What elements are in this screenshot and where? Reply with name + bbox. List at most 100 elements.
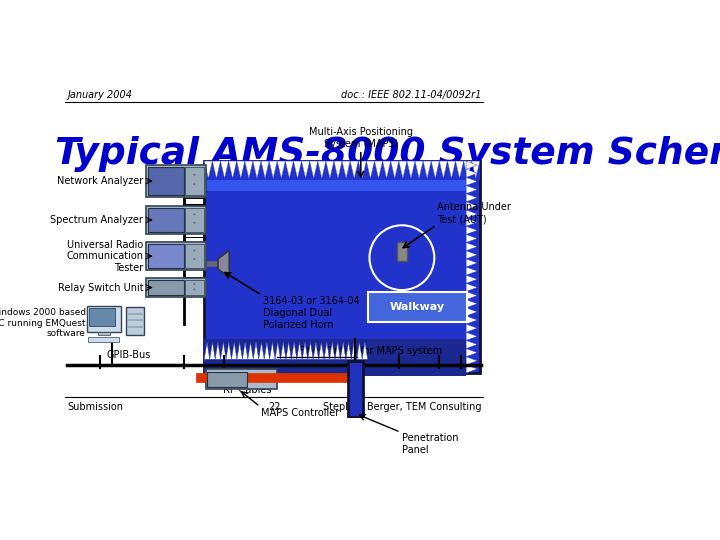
Polygon shape [359,161,366,179]
Polygon shape [285,161,294,179]
Polygon shape [423,161,431,179]
Polygon shape [439,161,447,179]
Polygon shape [366,161,374,179]
Polygon shape [466,308,477,316]
Text: Antenna Under
Test (AUT): Antenna Under Test (AUT) [438,202,511,224]
Polygon shape [423,161,431,179]
Text: GPIB-Bus: GPIB-Bus [107,350,150,360]
Bar [146,278,205,297]
Text: Network Analyzer: Network Analyzer [57,176,143,186]
Polygon shape [212,161,220,179]
Polygon shape [466,259,477,267]
Polygon shape [297,342,302,359]
Polygon shape [220,342,226,359]
Polygon shape [351,342,356,359]
Polygon shape [466,316,477,324]
Bar [204,339,466,376]
Polygon shape [382,161,391,179]
Polygon shape [431,161,439,179]
Circle shape [194,283,195,285]
Polygon shape [415,161,423,179]
Polygon shape [447,161,456,179]
Polygon shape [407,161,415,179]
Bar [204,180,466,191]
Circle shape [194,222,195,224]
Polygon shape [330,342,335,359]
Polygon shape [310,161,318,179]
Polygon shape [366,161,374,179]
Polygon shape [204,161,212,179]
Polygon shape [215,342,220,359]
Bar [89,337,120,342]
Polygon shape [232,342,237,359]
Text: Windows 2000 based
PC running EMQuest
software: Windows 2000 based PC running EMQuest so… [0,308,86,338]
Polygon shape [466,242,477,251]
Polygon shape [228,161,237,179]
Polygon shape [399,161,407,179]
Bar [126,307,145,335]
Polygon shape [245,161,253,179]
Polygon shape [431,161,439,179]
Polygon shape [218,250,229,278]
Text: Stephen Berger, TEM Consulting: Stephen Berger, TEM Consulting [323,402,481,411]
Bar [148,280,184,295]
Polygon shape [391,161,399,179]
Polygon shape [334,161,342,179]
Polygon shape [326,161,334,179]
Polygon shape [362,342,368,359]
Polygon shape [212,161,220,179]
Text: MAPS Controller: MAPS Controller [261,408,340,418]
Polygon shape [466,177,477,186]
Polygon shape [350,161,359,179]
Text: RF Cables: RF Cables [223,386,271,395]
Text: Submission: Submission [67,402,123,411]
Bar [207,372,247,387]
Polygon shape [374,161,382,179]
Polygon shape [294,161,302,179]
Polygon shape [258,342,264,359]
Text: Walkway: Walkway [390,302,445,312]
Bar [185,167,204,195]
Bar [148,244,184,268]
Polygon shape [324,342,330,359]
Polygon shape [226,342,232,359]
Polygon shape [466,251,477,259]
Bar [185,280,204,295]
Polygon shape [466,324,477,332]
Text: Multi-Axis Positioning
System (MAPS): Multi-Axis Positioning System (MAPS) [309,127,413,148]
Text: Universal Radio
Communication
Tester: Universal Radio Communication Tester [66,240,143,273]
Polygon shape [286,342,292,359]
Bar [368,292,467,322]
Polygon shape [319,342,324,359]
Polygon shape [292,342,297,359]
Polygon shape [248,342,253,359]
Bar [87,306,122,332]
Polygon shape [302,161,310,179]
Polygon shape [204,342,210,359]
Polygon shape [466,210,477,218]
Polygon shape [374,161,382,179]
Polygon shape [277,161,285,179]
Polygon shape [237,161,245,179]
Polygon shape [466,292,477,300]
Polygon shape [466,234,477,242]
Polygon shape [415,161,423,179]
Polygon shape [466,218,477,226]
Polygon shape [342,161,350,179]
Polygon shape [318,161,326,179]
Polygon shape [237,342,243,359]
Polygon shape [466,169,477,177]
Polygon shape [382,161,391,179]
Polygon shape [302,342,307,359]
Polygon shape [334,161,342,179]
Bar [99,332,109,335]
Polygon shape [447,161,456,179]
Bar [185,208,204,232]
Polygon shape [466,365,477,373]
Polygon shape [466,194,477,202]
Circle shape [194,258,195,260]
Bar [205,369,277,389]
Circle shape [194,249,195,252]
Bar [204,161,480,180]
Polygon shape [472,161,480,179]
